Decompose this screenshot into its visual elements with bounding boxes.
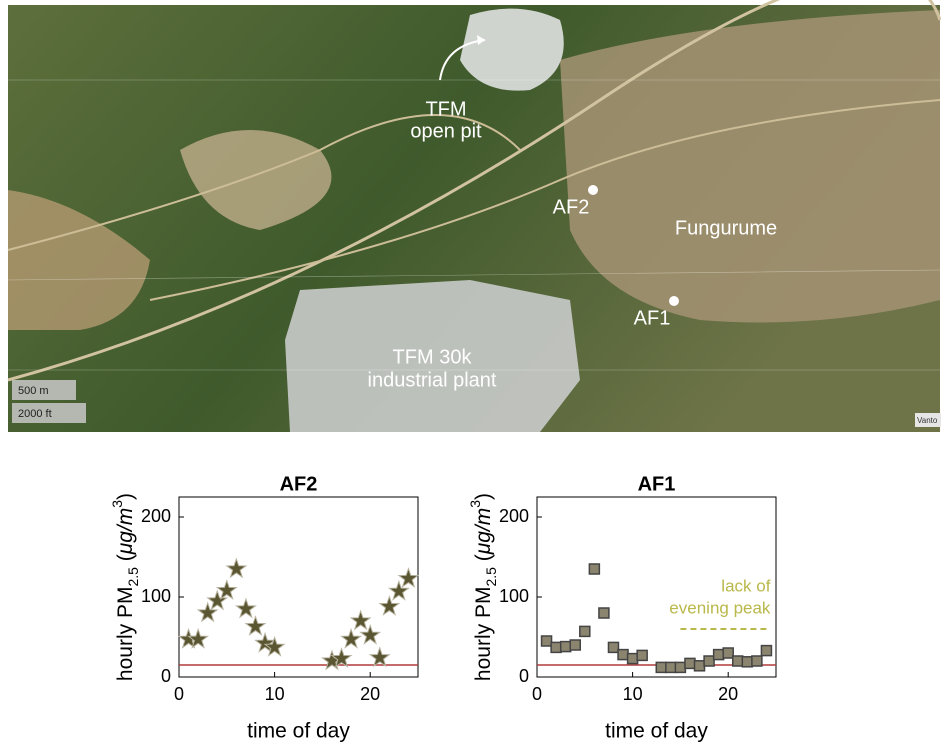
y-axis-label-part: ( bbox=[472, 554, 495, 567]
y-axis-label-part: 2.5 bbox=[483, 567, 499, 587]
satellite-map: TFM open pit AF2 Fungurume AF1 TFM 30k i… bbox=[8, 0, 941, 432]
map-label: AF2 bbox=[553, 196, 590, 218]
x-tick-label: 10 bbox=[265, 684, 285, 704]
star-marker bbox=[370, 648, 389, 666]
y-axis-label: hourly PM2.5 (μg/m3) bbox=[467, 493, 499, 681]
square-marker bbox=[570, 640, 580, 650]
star-marker bbox=[236, 599, 255, 617]
y-axis-label-part: ) bbox=[114, 493, 137, 500]
star-marker bbox=[246, 617, 265, 635]
y-axis-label-part: μg/m bbox=[472, 508, 495, 556]
x-axis-label: time of day bbox=[247, 720, 350, 743]
star-marker bbox=[342, 629, 361, 647]
square-marker bbox=[723, 648, 733, 658]
scale-label: 500 m bbox=[18, 385, 49, 397]
y-axis-label-part: ( bbox=[114, 554, 137, 567]
credit: Vanto bbox=[917, 416, 938, 425]
x-tick-label: 10 bbox=[623, 684, 643, 704]
y-axis-label-part: hourly PM bbox=[114, 587, 137, 682]
map-label: Fungurume bbox=[675, 217, 777, 239]
star-marker bbox=[380, 597, 399, 615]
square-marker bbox=[608, 642, 618, 652]
site-marker bbox=[588, 185, 598, 195]
square-marker bbox=[580, 626, 590, 636]
map-label: AF1 bbox=[634, 307, 671, 329]
square-marker bbox=[675, 662, 685, 672]
x-tick-label: 20 bbox=[718, 684, 738, 704]
square-marker bbox=[542, 636, 552, 646]
star-marker bbox=[217, 581, 236, 599]
square-marker bbox=[704, 656, 714, 666]
square-marker bbox=[714, 650, 724, 660]
map-label: TFM 30k bbox=[393, 346, 473, 368]
x-axis-label: time of day bbox=[605, 720, 708, 743]
y-tick-label: 100 bbox=[141, 586, 171, 606]
y-tick-label: 100 bbox=[499, 586, 529, 606]
square-marker bbox=[589, 564, 599, 574]
map-label: industrial plant bbox=[368, 369, 497, 391]
x-tick-label: 0 bbox=[174, 684, 184, 704]
square-marker bbox=[599, 608, 609, 618]
y-axis-label-part: μg/m bbox=[114, 508, 137, 556]
square-marker bbox=[561, 642, 571, 652]
square-marker bbox=[637, 650, 647, 660]
site-marker bbox=[669, 296, 679, 306]
y-axis-label-part: 3 bbox=[109, 500, 125, 508]
plot-frame bbox=[179, 497, 418, 677]
square-marker bbox=[695, 661, 705, 671]
annotation-text: lack of bbox=[721, 576, 770, 595]
square-marker bbox=[761, 646, 771, 656]
square-marker bbox=[628, 654, 638, 664]
y-tick-label: 200 bbox=[499, 506, 529, 526]
map-label: TFM bbox=[425, 98, 466, 120]
town-area bbox=[560, 10, 940, 323]
star-marker bbox=[399, 569, 418, 587]
square-marker bbox=[666, 662, 676, 672]
x-tick-label: 20 bbox=[360, 684, 380, 704]
y-axis-label: hourly PM2.5 (μg/m3) bbox=[109, 493, 141, 681]
y-axis-label-part: hourly PM bbox=[472, 587, 495, 682]
star-marker bbox=[227, 559, 246, 577]
square-marker bbox=[742, 657, 752, 667]
x-tick-label: 0 bbox=[532, 684, 542, 704]
star-marker bbox=[361, 625, 380, 643]
square-marker bbox=[656, 662, 666, 672]
chart-title: AF1 bbox=[638, 473, 676, 495]
y-tick-label: 200 bbox=[141, 506, 171, 526]
square-marker bbox=[752, 656, 762, 666]
map-label: open pit bbox=[410, 120, 482, 142]
square-marker bbox=[685, 658, 695, 668]
square-marker bbox=[551, 642, 561, 652]
y-axis-label-part: 3 bbox=[467, 500, 483, 508]
y-tick-label: 0 bbox=[519, 666, 529, 686]
scale-label: 2000 ft bbox=[18, 408, 52, 420]
figure: TFM open pit AF2 Fungurume AF1 TFM 30k i… bbox=[0, 0, 941, 744]
square-marker bbox=[733, 656, 743, 666]
annotation-text: evening peak bbox=[669, 598, 771, 617]
square-marker bbox=[618, 650, 628, 660]
y-axis-label-part: ) bbox=[472, 493, 495, 500]
y-axis-label-part: 2.5 bbox=[125, 567, 141, 587]
y-tick-label: 0 bbox=[161, 666, 171, 686]
star-marker bbox=[351, 611, 370, 629]
chart-title: AF2 bbox=[280, 473, 318, 495]
